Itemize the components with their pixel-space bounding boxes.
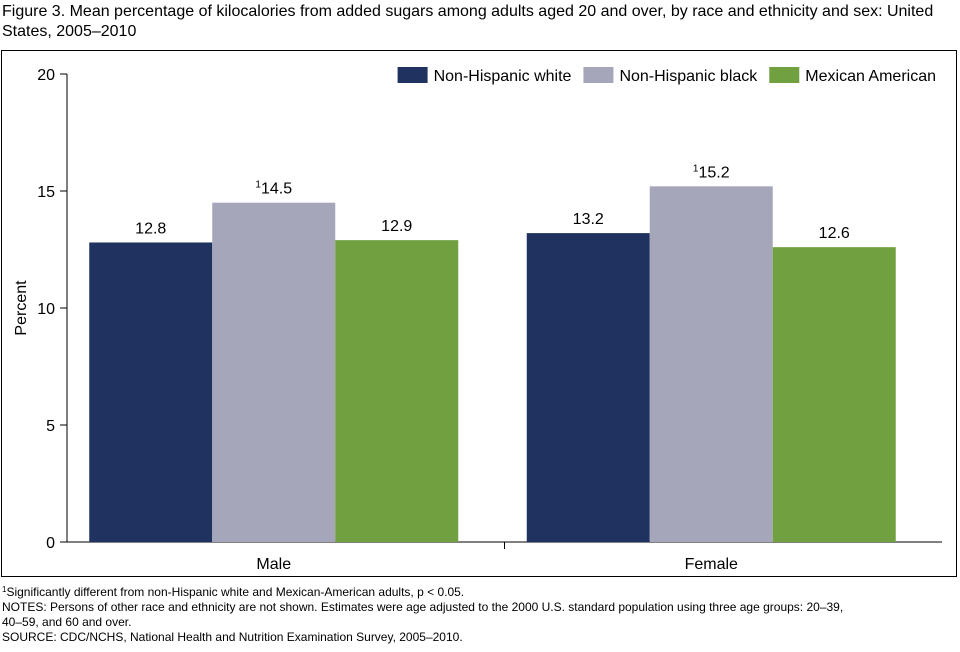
data-label: 114.5 — [255, 180, 292, 198]
x-tick-label-female: Female — [685, 556, 738, 573]
data-label: 115.2 — [693, 163, 730, 181]
y-tick-label: 5 — [46, 418, 55, 435]
legend-label: Non-Hispanic black — [619, 68, 758, 85]
source-line: SOURCE: CDC/NCHS, National Health and Nu… — [2, 630, 463, 644]
footnote-mark: 1 — [255, 180, 261, 191]
footnote-mark: 1 — [2, 585, 7, 594]
data-label: 12.6 — [819, 225, 850, 242]
y-tick-label: 15 — [37, 184, 55, 201]
data-label: 13.2 — [573, 211, 604, 228]
notes-line-2: 40–59, and 60 and over. — [2, 615, 132, 629]
bars — [89, 186, 896, 543]
bar-female-non-hispanic-black — [649, 186, 773, 542]
bar-female-non-hispanic-white — [526, 233, 650, 542]
figure-title: Figure 3. Mean percentage of kilocalorie… — [2, 3, 934, 40]
legend: Non-Hispanic white Non-Hispanic black Mexi… — [397, 67, 936, 85]
data-label: 12.9 — [381, 218, 412, 235]
y-axis-label: Percent — [13, 280, 30, 336]
bar-male-non-hispanic-white — [89, 242, 213, 543]
legend-label: Mexican American — [805, 68, 936, 85]
y-tick-label: 20 — [37, 67, 55, 84]
legend-label: Non-Hispanic white — [434, 68, 572, 85]
footnote-mark: 1 — [693, 163, 699, 174]
y-tick-label: 10 — [37, 301, 55, 318]
legend-swatch — [769, 67, 800, 83]
bar-female-mexican-american — [772, 247, 896, 542]
legend-swatch — [583, 67, 614, 83]
data-label: 12.8 — [135, 220, 166, 237]
bar-male-mexican-american — [335, 240, 459, 542]
y-tick-label: 0 — [46, 535, 55, 552]
chart-frame: 0 5 10 15 20 Percent Male Female 12.8 114.5 12.9 1… — [1, 50, 957, 577]
data-label-value: 15.2 — [698, 164, 729, 181]
legend-swatch — [397, 67, 428, 83]
notes-line-1: NOTES: Persons of other race and ethnici… — [2, 600, 844, 614]
figure-notes: 1Significantly different from non-Hispan… — [2, 585, 952, 645]
footnote: 1Significantly different from non-Hispan… — [2, 585, 952, 600]
footnote-text: Significantly different from non-Hispani… — [6, 585, 465, 599]
data-label-value: 14.5 — [261, 181, 292, 198]
bar-male-non-hispanic-black — [212, 202, 336, 542]
x-tick-label-male: Male — [256, 556, 291, 573]
